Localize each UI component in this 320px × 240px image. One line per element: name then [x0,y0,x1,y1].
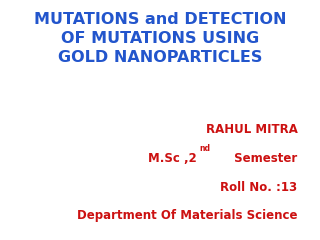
Text: Roll No. :13: Roll No. :13 [220,181,298,194]
Text: MUTATIONS and DETECTION
OF MUTATIONS USING
GOLD NANOPARTICLES: MUTATIONS and DETECTION OF MUTATIONS USI… [34,12,286,66]
Text: M.Sc ,2ⁿᵈ Semester: M.Sc ,2ⁿᵈ Semester [171,152,298,165]
Text: Department Of Materials Science: Department Of Materials Science [77,210,298,222]
Text: nd: nd [200,144,211,153]
Text: Semester: Semester [230,152,298,165]
Text: M.Sc ,2: M.Sc ,2 [148,152,196,165]
Text: RAHUL MITRA: RAHUL MITRA [206,123,298,136]
